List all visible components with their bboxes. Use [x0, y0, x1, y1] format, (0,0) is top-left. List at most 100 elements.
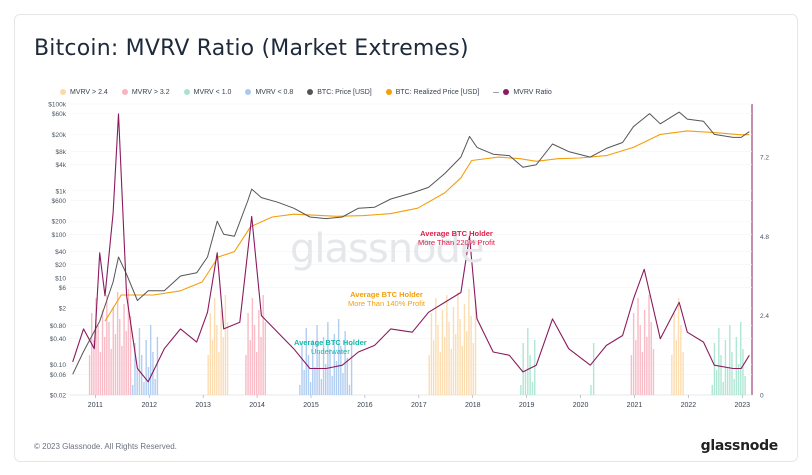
mvrv-band-bar	[632, 313, 635, 395]
mvrv-band-bar	[592, 343, 595, 395]
mvrv-band-bar	[106, 295, 108, 395]
mvrv-band-bar	[247, 313, 249, 395]
mvrv-band-bar	[123, 304, 125, 395]
mvrv-band-bar	[454, 334, 457, 395]
mvrv-band-bar	[722, 382, 724, 395]
mvrv-band-bar	[740, 322, 742, 395]
x-tick-label: 2019	[519, 402, 535, 409]
annotation-underwater: Average BTC Holder Underwater	[294, 338, 367, 356]
mvrv-band-bar	[149, 325, 152, 395]
y-tick-label: $40	[55, 249, 66, 256]
right-tick-label: 0	[760, 393, 764, 400]
y-tick-label: $600	[52, 198, 67, 205]
y-tick-label: $100k	[48, 102, 66, 109]
legend-label: MVRV < 0.8	[255, 88, 294, 96]
mvrv-band-bar	[337, 319, 340, 395]
legend-item[interactable]: MVRV < 1.0	[183, 88, 232, 96]
mvrv-band-bar	[156, 337, 159, 395]
mvrv-band-bar	[720, 355, 722, 395]
legend-swatch	[245, 89, 252, 95]
mvrv-band-bar	[207, 355, 209, 395]
watermark: glassnode	[290, 226, 485, 272]
legend-swatch	[121, 89, 128, 95]
mvrv-band-bar	[428, 355, 430, 395]
mvrv-band-bar	[639, 325, 641, 395]
y-tick-label: $200	[52, 219, 67, 226]
y-tick-label: $10	[55, 275, 66, 282]
mvrv-band-bar	[348, 385, 351, 395]
mvrv-band-bar	[630, 355, 633, 395]
legend-swatch	[503, 89, 510, 95]
mvrv-band-bar	[729, 325, 731, 395]
mvrv-band-bar	[435, 298, 437, 395]
mvrv-band-bar	[132, 385, 134, 395]
mvrv-band-bar	[713, 343, 716, 395]
mvrv-band-bar	[93, 340, 95, 395]
mvrv-band-bar	[116, 292, 119, 395]
x-tick-label: 2023	[735, 402, 751, 409]
mvrv-band-bar	[742, 349, 744, 395]
legend-label: MVRV > 3.2	[131, 88, 170, 96]
mvrv-band-bar	[318, 352, 320, 395]
mvrv-band-bar	[264, 322, 267, 395]
mvrv-band-bar	[648, 295, 650, 395]
legend-swatch	[60, 89, 66, 95]
mvrv-band-bar	[731, 352, 733, 395]
mvrv-band-bar	[258, 310, 260, 395]
mvrv-band-bar	[138, 328, 141, 395]
legend-item[interactable]: MVRV > 2.4	[60, 89, 108, 96]
mvrv-band-bar	[251, 298, 254, 395]
y-tick-label: $8k	[56, 149, 67, 156]
mvrv-band-bar	[441, 310, 444, 395]
mvrv-band-bar	[461, 346, 464, 395]
mvrv-band-bar	[303, 370, 305, 395]
annotation-mid-profit: Average BTC Holder More Than 140% Profit	[348, 290, 425, 308]
mvrv-band-bar	[335, 361, 338, 395]
legend-label: MVRV < 1.0	[193, 88, 232, 96]
mvrv-band-bar	[671, 355, 673, 395]
mvrv-band-bar	[145, 340, 147, 395]
legend-item[interactable]: MVRV Ratio	[493, 89, 552, 96]
mvrv-band-bar	[329, 349, 331, 395]
mvrv-band-bar	[635, 340, 637, 395]
mvrv-band-bar	[224, 295, 227, 395]
y-tick-label: $6	[59, 285, 67, 292]
x-tick-label: 2021	[627, 402, 643, 409]
mvrv-band-bar	[524, 370, 527, 395]
mvrv-band-bar	[101, 310, 104, 395]
mvrv-band-bar	[249, 340, 251, 395]
mvrv-band-bar	[301, 343, 303, 395]
mvrv-band-bar	[331, 376, 333, 395]
mvrv-band-bar	[322, 337, 325, 395]
mvrv-band-bar	[154, 379, 156, 395]
legend-label: BTC: Price [USD]	[317, 88, 372, 96]
mvrv-band-bar	[333, 334, 336, 395]
x-tick-label: 2015	[303, 402, 319, 409]
mvrv-band-bar	[715, 370, 718, 395]
mvrv-band-bar	[677, 298, 680, 395]
mvrv-band-bar	[443, 337, 446, 395]
mvrv-band-bar	[726, 367, 729, 395]
legend-swatch	[183, 89, 190, 95]
y-tick-label: $4k	[56, 162, 67, 169]
mvrv-band-bar	[245, 355, 247, 395]
series-line-mvrv-ratio	[72, 113, 750, 383]
mvrv-band-bar	[91, 313, 93, 395]
mvrv-band-bar	[680, 325, 682, 395]
annotation-line: More Than 220% Profit	[418, 238, 495, 247]
mvrv-band-bar	[534, 340, 536, 395]
mvrv-band-bar	[327, 322, 329, 395]
legend-item[interactable]: MVRV > 3.2	[121, 88, 170, 96]
legend-item[interactable]: BTC: Realized Price [USD]	[385, 89, 479, 96]
y-tick-label: $2	[59, 306, 67, 313]
mvrv-band-bar	[531, 382, 534, 395]
mvrv-band-bar	[129, 316, 132, 395]
annotation-line: Underwater	[310, 347, 350, 356]
legend-item[interactable]: MVRV < 0.8	[245, 89, 293, 96]
mvrv-band-bar	[95, 298, 97, 395]
mvrv-band-bar	[652, 349, 655, 395]
mvrv-band-bar	[260, 337, 262, 395]
legend-item[interactable]: BTC: Price [USD]	[307, 88, 372, 96]
annotation-line: Average BTC Holder	[350, 290, 423, 299]
mvrv-band-bar	[527, 328, 529, 395]
